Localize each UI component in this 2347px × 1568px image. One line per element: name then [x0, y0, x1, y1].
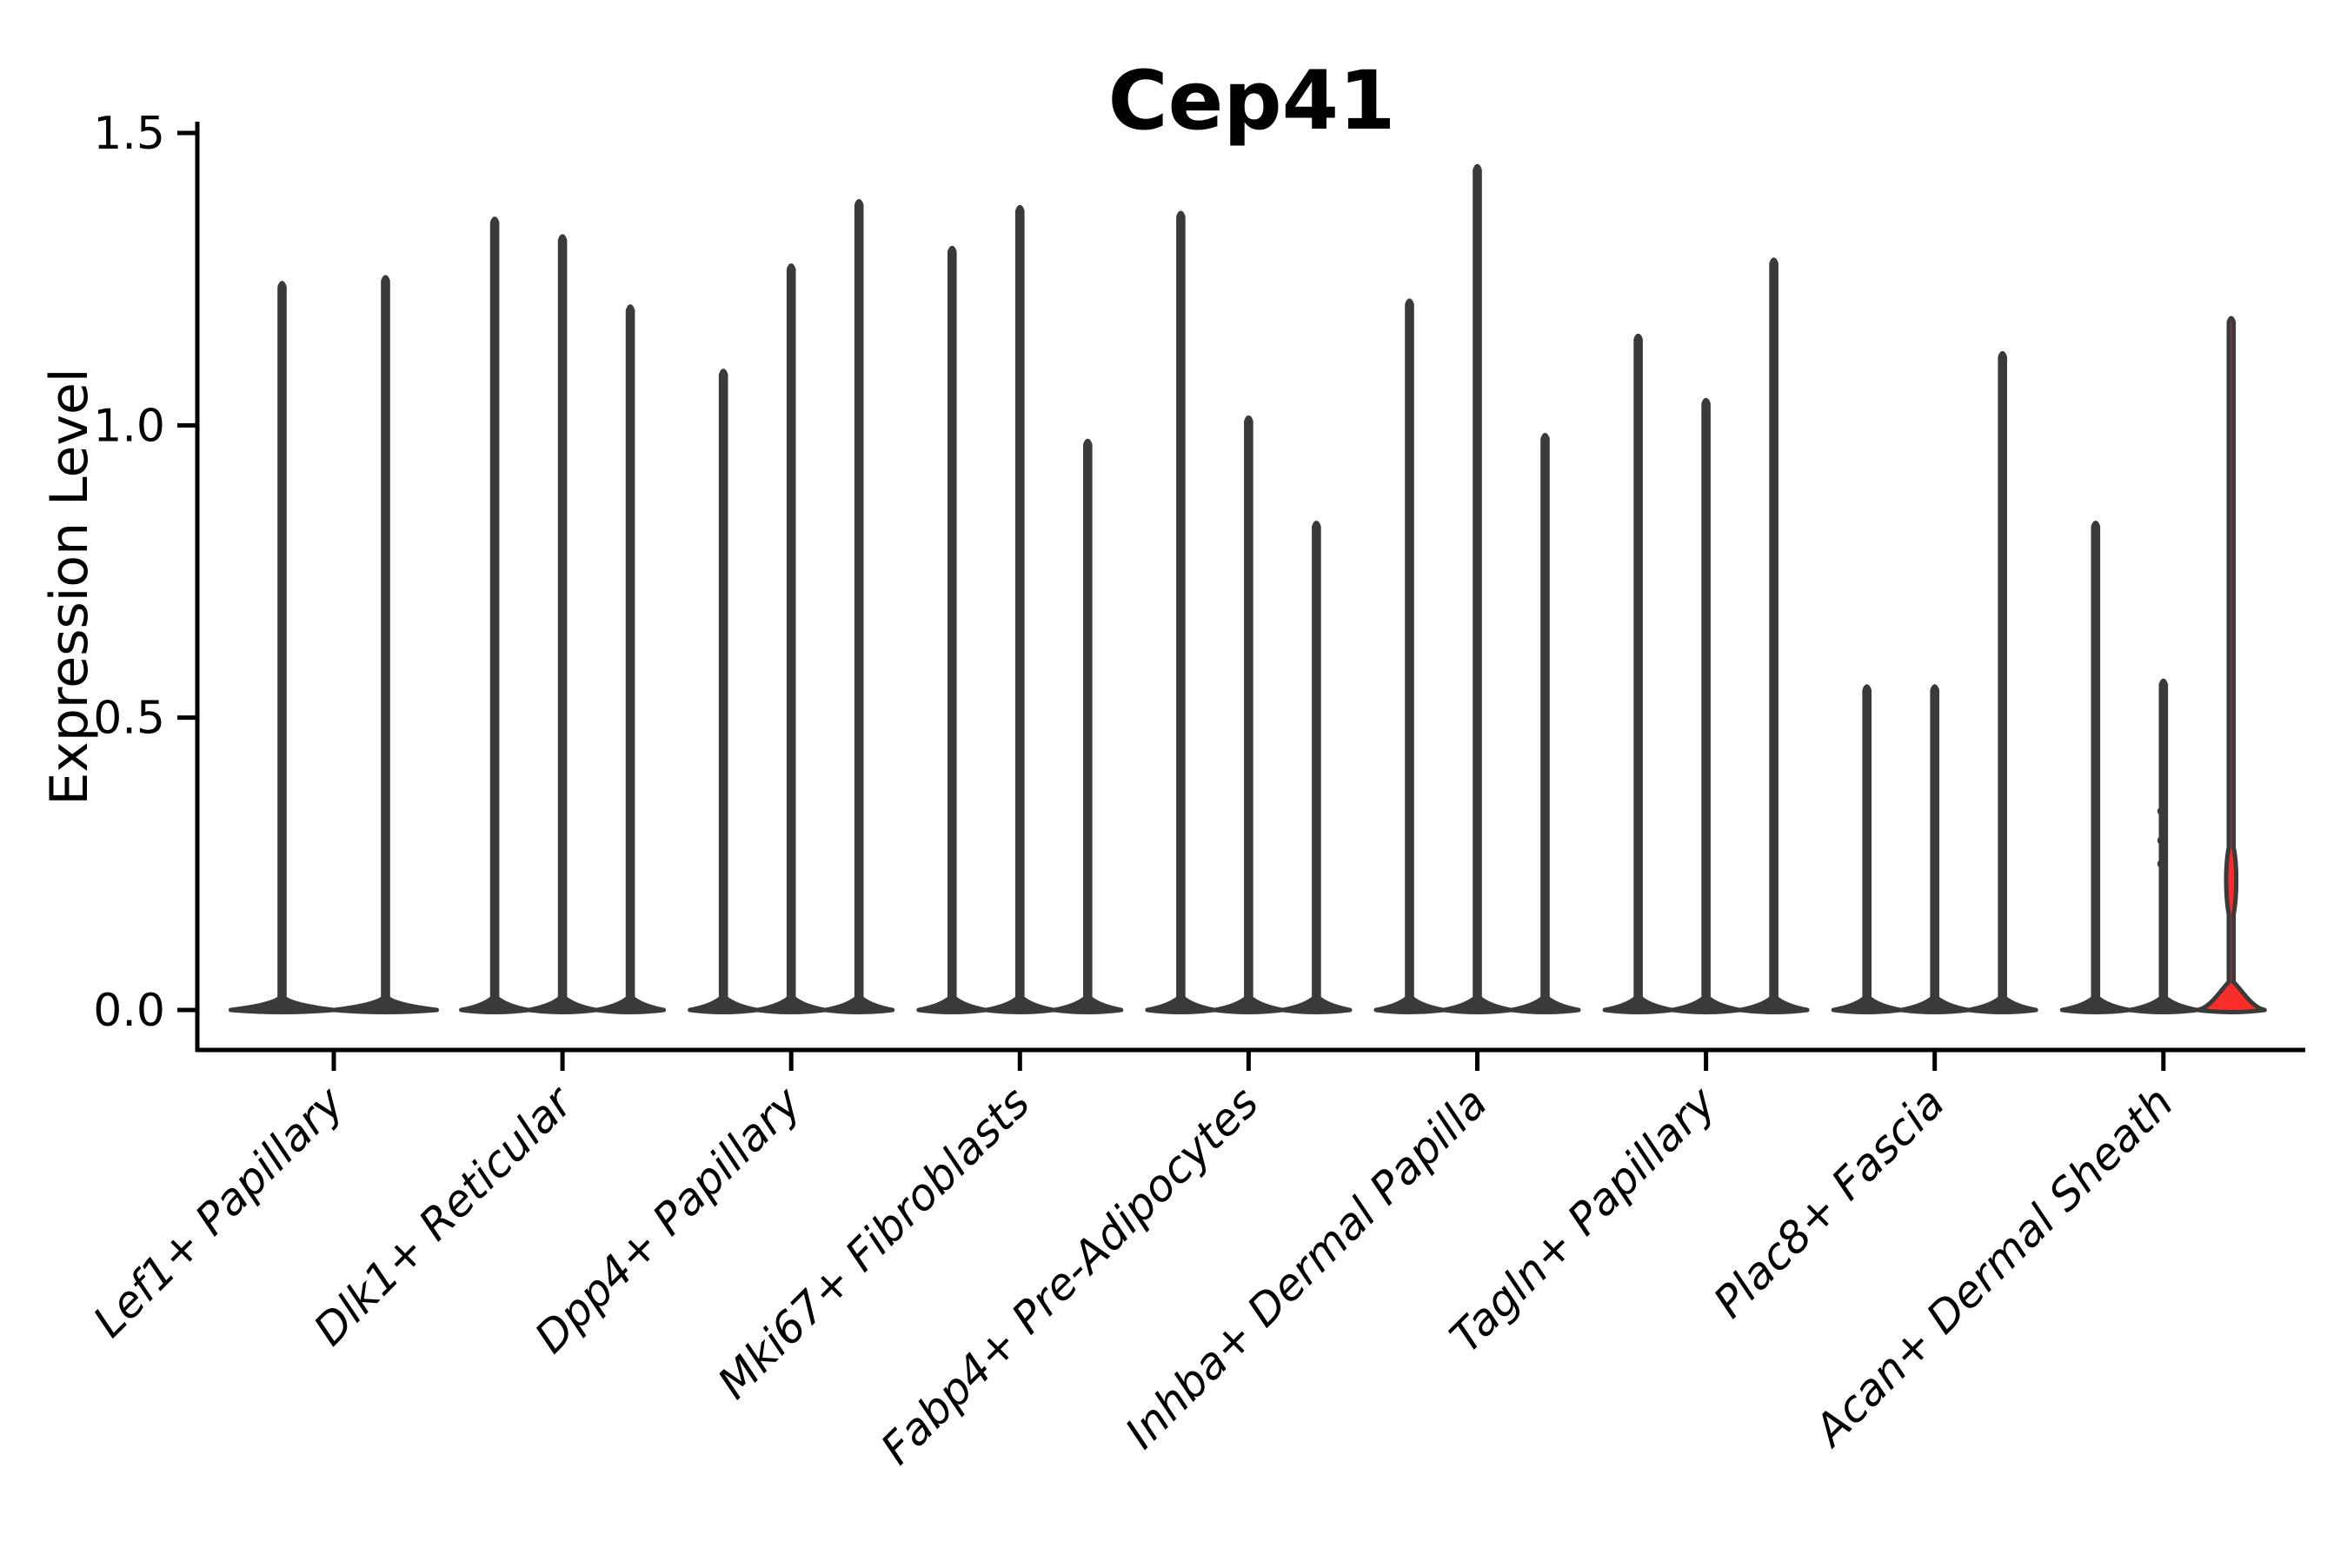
violin	[1280, 520, 1353, 1014]
violin	[1966, 350, 2038, 1014]
violin	[688, 369, 760, 1014]
violin	[1509, 433, 1581, 1014]
violins-layer	[229, 163, 2267, 1014]
x-tick-label: Inhba+ Dermal Papilla	[1116, 1077, 1497, 1458]
violin	[1602, 333, 1674, 1014]
violin	[1145, 210, 1217, 1014]
highlight-violin	[2195, 316, 2267, 1014]
violin	[916, 245, 988, 1014]
violin	[1670, 397, 1742, 1014]
violin	[459, 216, 531, 1014]
y-axis-ticks: 0.0 0.5 1.0 1.5	[93, 108, 197, 1037]
violin-density-dot	[2157, 807, 2166, 816]
x-tick-label: Fabp4+ Pre-Adipocytes	[871, 1077, 1268, 1474]
violin	[2127, 678, 2199, 1014]
violin	[823, 198, 895, 1014]
violin-density-dot	[2157, 859, 2166, 868]
violin	[1213, 415, 1285, 1014]
violin	[1831, 684, 1903, 1014]
violin	[527, 234, 599, 1014]
violin	[332, 275, 439, 1014]
violin	[984, 204, 1056, 1014]
x-tick-label: Lef1+ Papillary	[83, 1076, 354, 1346]
x-tick-label: Acan+ Dermal Sheath	[1803, 1077, 2183, 1457]
violin	[595, 304, 667, 1014]
y-tick-label: 1.5	[93, 108, 165, 160]
violin	[1738, 257, 1810, 1014]
violin-density-dot	[2157, 835, 2166, 845]
violin	[755, 262, 828, 1014]
violin	[229, 281, 336, 1014]
y-axis-title: Expression Level	[39, 368, 100, 805]
violin	[1441, 163, 1513, 1014]
violin	[1052, 438, 1124, 1014]
violin	[1898, 684, 1971, 1014]
y-tick-label: 0.5	[93, 693, 165, 745]
violin	[1373, 298, 1446, 1014]
chart-title: Cep41	[1108, 54, 1396, 149]
x-tick-label: Plac8+ Fascia	[1704, 1077, 1954, 1327]
violin	[2059, 520, 2131, 1014]
y-tick-label: 0.0	[93, 985, 165, 1037]
y-tick-label: 1.0	[93, 400, 165, 452]
